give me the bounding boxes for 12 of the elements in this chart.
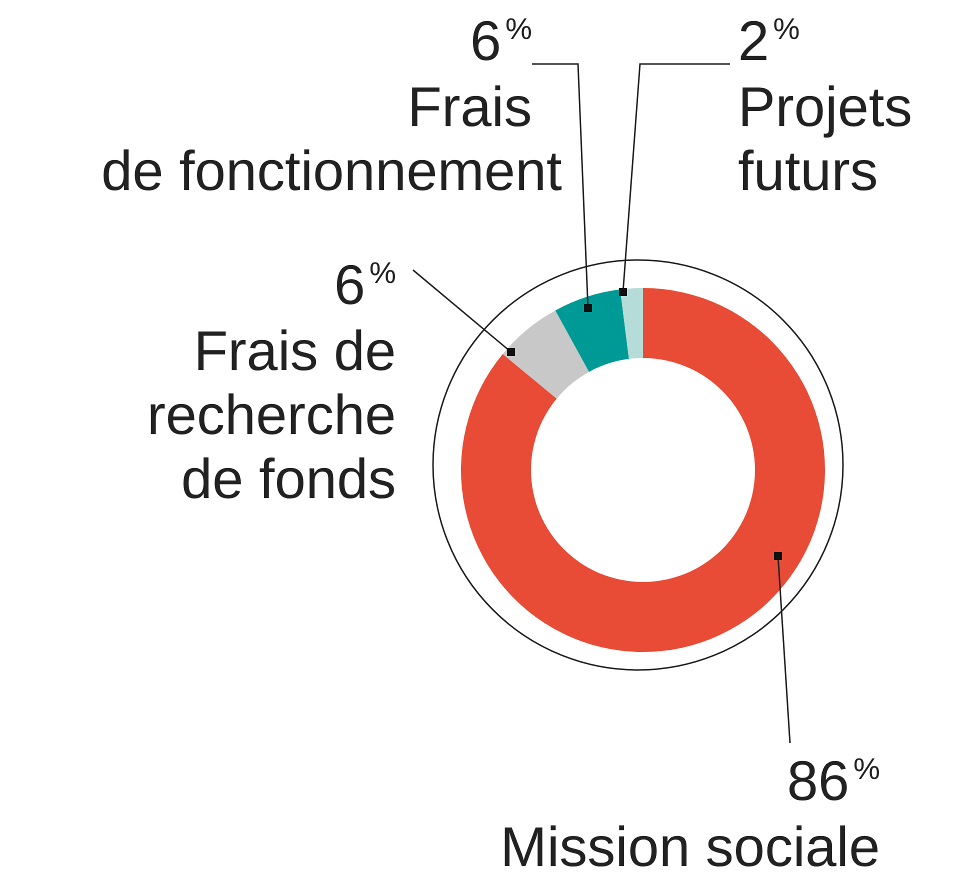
data-label: 6$^{%}$ [334, 253, 396, 316]
data-label: 2$^{%}$ [738, 9, 800, 72]
data-label: 6$^{%}$ [470, 9, 532, 72]
donut-slice [620, 288, 643, 359]
donut-slice [461, 288, 825, 652]
slice-label: Frais de fonctionnement [101, 75, 562, 202]
slice-label: Mission sociale [500, 815, 880, 878]
donut-slice [555, 289, 629, 372]
donut-slice [502, 310, 590, 399]
slice-label: Projets futurs [738, 75, 912, 202]
slice-label: Frais de recherche de fonds [146, 319, 396, 510]
data-label: 86$^{%}$ [787, 749, 880, 812]
